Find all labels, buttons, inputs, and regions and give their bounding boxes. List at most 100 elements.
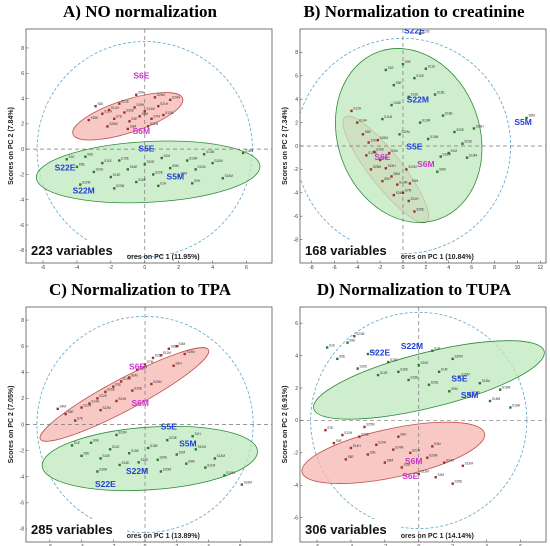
- point-label: S19H: [378, 441, 387, 445]
- point-label: S11M: [207, 463, 215, 467]
- point-label: S26M: [429, 454, 438, 458]
- chart-title: B) Normalization to creatinine: [303, 2, 525, 21]
- point-label: S6E: [67, 410, 73, 414]
- x-tick-label: 6: [239, 544, 242, 546]
- data-point-red: [135, 368, 139, 371]
- point-label: S14M: [147, 107, 156, 111]
- point-label: S13E: [121, 461, 129, 465]
- annotation-box: [27, 240, 127, 259]
- data-point-green: [223, 474, 226, 477]
- point-label: S7E: [370, 138, 376, 142]
- point-label: S16E: [437, 90, 445, 94]
- point-label: S18H: [512, 403, 521, 407]
- group-label: S5M: [167, 172, 184, 182]
- data-point-green: [418, 32, 422, 35]
- point-label: S3M: [391, 149, 398, 153]
- y-axis-label: Scores on PC 2 (7.84%): [8, 107, 15, 185]
- data-point-green: [79, 183, 82, 186]
- point-label: S20E: [160, 456, 168, 460]
- point-label: S5H: [400, 432, 407, 436]
- data-point-green: [204, 466, 207, 469]
- point-label: S16M: [502, 385, 511, 389]
- point-label: S7M: [147, 360, 154, 364]
- point-label: S6M: [387, 458, 394, 462]
- y-axis-label: Scores on PC 2 (7.05%): [8, 386, 15, 464]
- group-ellipse-green: [313, 340, 545, 420]
- y-tick-label: 4: [21, 370, 24, 376]
- data-point-green: [424, 67, 428, 70]
- y-tick-label: -8: [20, 527, 25, 533]
- x-tick-label: 6: [519, 544, 522, 546]
- x-tick-label: -4: [349, 544, 354, 546]
- point-label: S11M: [471, 390, 479, 394]
- data-point-green: [92, 170, 96, 174]
- data-point-green: [397, 370, 400, 374]
- data-point-green: [84, 155, 87, 158]
- data-point-green: [413, 76, 416, 80]
- x-tick-label: -2: [109, 265, 114, 271]
- data-point-red: [366, 453, 370, 456]
- point-label: S12M: [368, 151, 377, 155]
- data-point-red: [101, 112, 104, 115]
- data-point-green: [461, 142, 464, 145]
- y-tick-label: -2: [294, 167, 299, 173]
- point-label: S12M: [165, 111, 174, 115]
- x-tick-label: 0: [402, 265, 405, 271]
- point-label: S1E: [329, 343, 335, 347]
- point-label: S15E: [131, 449, 139, 453]
- group-label: S6M: [132, 398, 149, 408]
- y-tick-label: 8: [295, 50, 298, 56]
- data-point-red: [417, 472, 420, 476]
- point-label: S11E: [370, 350, 378, 354]
- point-label: S10E: [359, 364, 367, 368]
- point-label: S26M: [171, 345, 180, 349]
- x-tick-label: 2: [424, 265, 427, 271]
- point-label: S14H: [359, 118, 368, 122]
- point-label: S16M: [225, 174, 234, 178]
- point-label: S7E: [77, 416, 83, 420]
- data-point-green: [113, 187, 116, 190]
- data-point-green: [488, 399, 492, 403]
- point-label: S12H: [344, 431, 353, 435]
- chart-panel-4: D) Normalization to TUPA S1E S5E S9E S10E S11…: [282, 280, 547, 546]
- point-label: S18E: [138, 178, 146, 182]
- data-point-red: [324, 428, 327, 432]
- point-label: S13M: [422, 118, 431, 122]
- group-label: S22E: [369, 348, 390, 358]
- data-point-red: [107, 108, 111, 112]
- data-point-green: [65, 158, 68, 161]
- point-label: S16M: [443, 152, 452, 156]
- data-point-red: [151, 356, 155, 360]
- data-point-red: [106, 125, 109, 128]
- data-point-red: [434, 475, 437, 479]
- data-point-green: [152, 173, 155, 176]
- data-point-red: [131, 389, 134, 392]
- point-label: S11E: [428, 65, 436, 69]
- data-point-green: [80, 454, 83, 458]
- data-point-red: [400, 466, 403, 469]
- data-point-red: [143, 363, 147, 366]
- data-point-green: [159, 470, 163, 473]
- point-label: S13M: [206, 150, 215, 154]
- point-label: S20M: [454, 355, 463, 359]
- point-label: S5E: [79, 163, 85, 167]
- point-label: S16E: [140, 458, 148, 462]
- point-label: S10M: [189, 156, 198, 160]
- data-point-red: [392, 193, 396, 197]
- point-label: S10E: [102, 454, 110, 458]
- group-ellipse-red: [39, 347, 210, 442]
- point-label: S5H: [175, 362, 182, 366]
- data-point-green: [325, 346, 329, 349]
- group-label: S6M: [133, 126, 150, 136]
- data-point-green: [418, 121, 422, 124]
- y-tick-label: -6: [294, 515, 299, 521]
- data-point-green: [427, 383, 431, 386]
- point-label: S24H: [118, 397, 127, 401]
- plot-area: S1E S5E S9E S10E S11E S13E S15E S16E S18E S20E S23…: [26, 29, 272, 263]
- point-label: S20M: [401, 130, 410, 134]
- group-ellipse-green: [335, 48, 483, 223]
- point-label: S25M: [153, 380, 162, 384]
- point-label: S23M: [356, 332, 365, 336]
- point-label: S12H: [353, 107, 362, 111]
- group-label: S5M: [461, 390, 478, 400]
